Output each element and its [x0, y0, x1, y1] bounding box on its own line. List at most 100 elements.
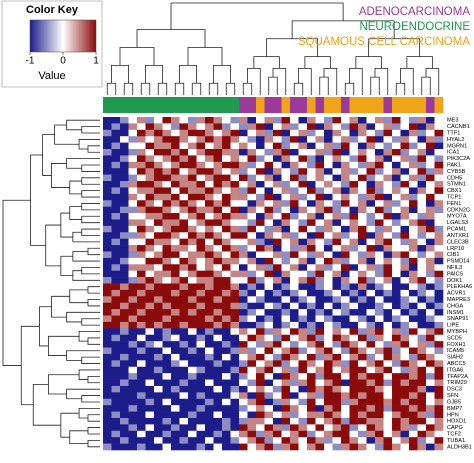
heatmap-cell — [315, 366, 325, 374]
row-label: TUBA1 — [447, 438, 465, 444]
heatmap-cell — [196, 417, 206, 425]
heatmap-cell — [298, 385, 308, 393]
heatmap-cell — [426, 181, 435, 188]
heatmap-cell — [315, 315, 325, 323]
heatmap-cell — [349, 360, 359, 368]
heatmap-cell — [256, 251, 265, 259]
heatmap-cell — [256, 219, 265, 227]
heatmap-cell — [230, 136, 240, 143]
heatmap-cell — [213, 379, 223, 387]
heatmap-cell — [120, 129, 129, 137]
heatmap-cell — [341, 411, 350, 419]
heatmap-cell — [137, 347, 146, 355]
heatmap-cell — [137, 181, 146, 188]
heatmap-cell — [230, 219, 240, 227]
heatmap-cell — [256, 379, 265, 387]
heatmap-cell — [307, 437, 316, 444]
heatmap-cell — [222, 251, 231, 259]
heatmap-cell — [247, 309, 257, 316]
heatmap-cell — [281, 392, 291, 400]
dendrogram-branch — [349, 68, 363, 95]
heatmap-cell — [298, 193, 308, 201]
heatmap-cell — [222, 392, 231, 400]
heatmap-cell — [230, 411, 240, 419]
heatmap-cell — [366, 373, 376, 380]
heatmap-cell — [341, 200, 350, 207]
heatmap-cell — [307, 443, 316, 451]
heatmap-cell — [256, 200, 265, 207]
heatmap-cell — [392, 321, 401, 329]
heatmap-cell — [400, 398, 410, 406]
heatmap-cell — [128, 373, 138, 380]
heatmap-cell — [324, 264, 333, 271]
heatmap-cell — [154, 213, 163, 220]
heatmap-cell — [324, 302, 333, 310]
heatmap-cell — [145, 213, 155, 220]
heatmap-cell — [137, 341, 146, 348]
heatmap-cell — [154, 392, 163, 400]
heatmap-cell — [375, 430, 384, 438]
heatmap-cell — [341, 289, 350, 297]
heatmap-cell — [349, 296, 359, 304]
heatmap-cell — [341, 168, 350, 175]
heatmap-cell — [171, 321, 180, 329]
heatmap-cell — [298, 392, 308, 400]
group-cell — [188, 97, 197, 113]
heatmap-cell — [392, 315, 401, 323]
heatmap-cell — [145, 174, 155, 182]
group-cell — [137, 97, 146, 113]
heatmap-cell — [188, 219, 197, 227]
heatmap-cell — [103, 251, 112, 259]
heatmap-cell — [179, 213, 189, 220]
heatmap-cell — [366, 245, 376, 252]
heatmap-cell — [358, 161, 367, 169]
heatmap-cell — [349, 373, 359, 380]
heatmap-cell — [273, 245, 282, 252]
heatmap-cell — [188, 379, 197, 387]
heatmap-cell — [332, 193, 342, 201]
heatmap-cell — [375, 392, 384, 400]
heatmap-cell — [128, 385, 138, 393]
heatmap-cell — [409, 353, 418, 361]
heatmap-cell — [307, 417, 316, 425]
heatmap-cell — [162, 347, 172, 355]
heatmap-cell — [366, 321, 376, 329]
heatmap-cell — [434, 174, 444, 182]
heatmap-cell — [128, 341, 138, 348]
heatmap-cell — [128, 424, 138, 432]
heatmap-cell — [341, 187, 350, 195]
heatmap-cell — [120, 302, 129, 310]
heatmap-cell — [315, 353, 325, 361]
group-cell — [196, 97, 206, 113]
heatmap-cell — [383, 302, 393, 310]
heatmap-cell — [137, 200, 146, 207]
row-label: TTF1 — [447, 130, 460, 136]
heatmap-cell — [247, 117, 257, 124]
heatmap-cell — [341, 347, 350, 355]
heatmap-cell — [434, 181, 444, 188]
heatmap-cell — [409, 232, 418, 239]
heatmap-cell — [375, 443, 384, 451]
heatmap-cell — [264, 136, 274, 143]
heatmap-cell — [417, 238, 427, 246]
heatmap-cell — [205, 379, 214, 387]
heatmap-cell — [230, 174, 240, 182]
row-label: MYBPH — [447, 329, 467, 335]
heatmap-cell — [196, 373, 206, 380]
heatmap-cell — [290, 174, 299, 182]
heatmap-cell — [103, 373, 112, 380]
heatmap-cell — [128, 315, 138, 323]
dendrogram-branch — [355, 56, 382, 69]
heatmap-cell — [111, 232, 121, 239]
heatmap-cell — [103, 187, 112, 195]
heatmap-cell — [341, 238, 350, 246]
heatmap-cell — [400, 334, 410, 342]
heatmap-cell — [290, 123, 299, 131]
heatmap-cell — [341, 360, 350, 368]
heatmap-cell — [247, 289, 257, 297]
heatmap-cell — [434, 353, 444, 361]
heatmap-cell — [324, 155, 333, 163]
heatmap-cell — [375, 123, 384, 131]
heatmap-cell — [349, 424, 359, 432]
heatmap-cell — [239, 341, 248, 348]
